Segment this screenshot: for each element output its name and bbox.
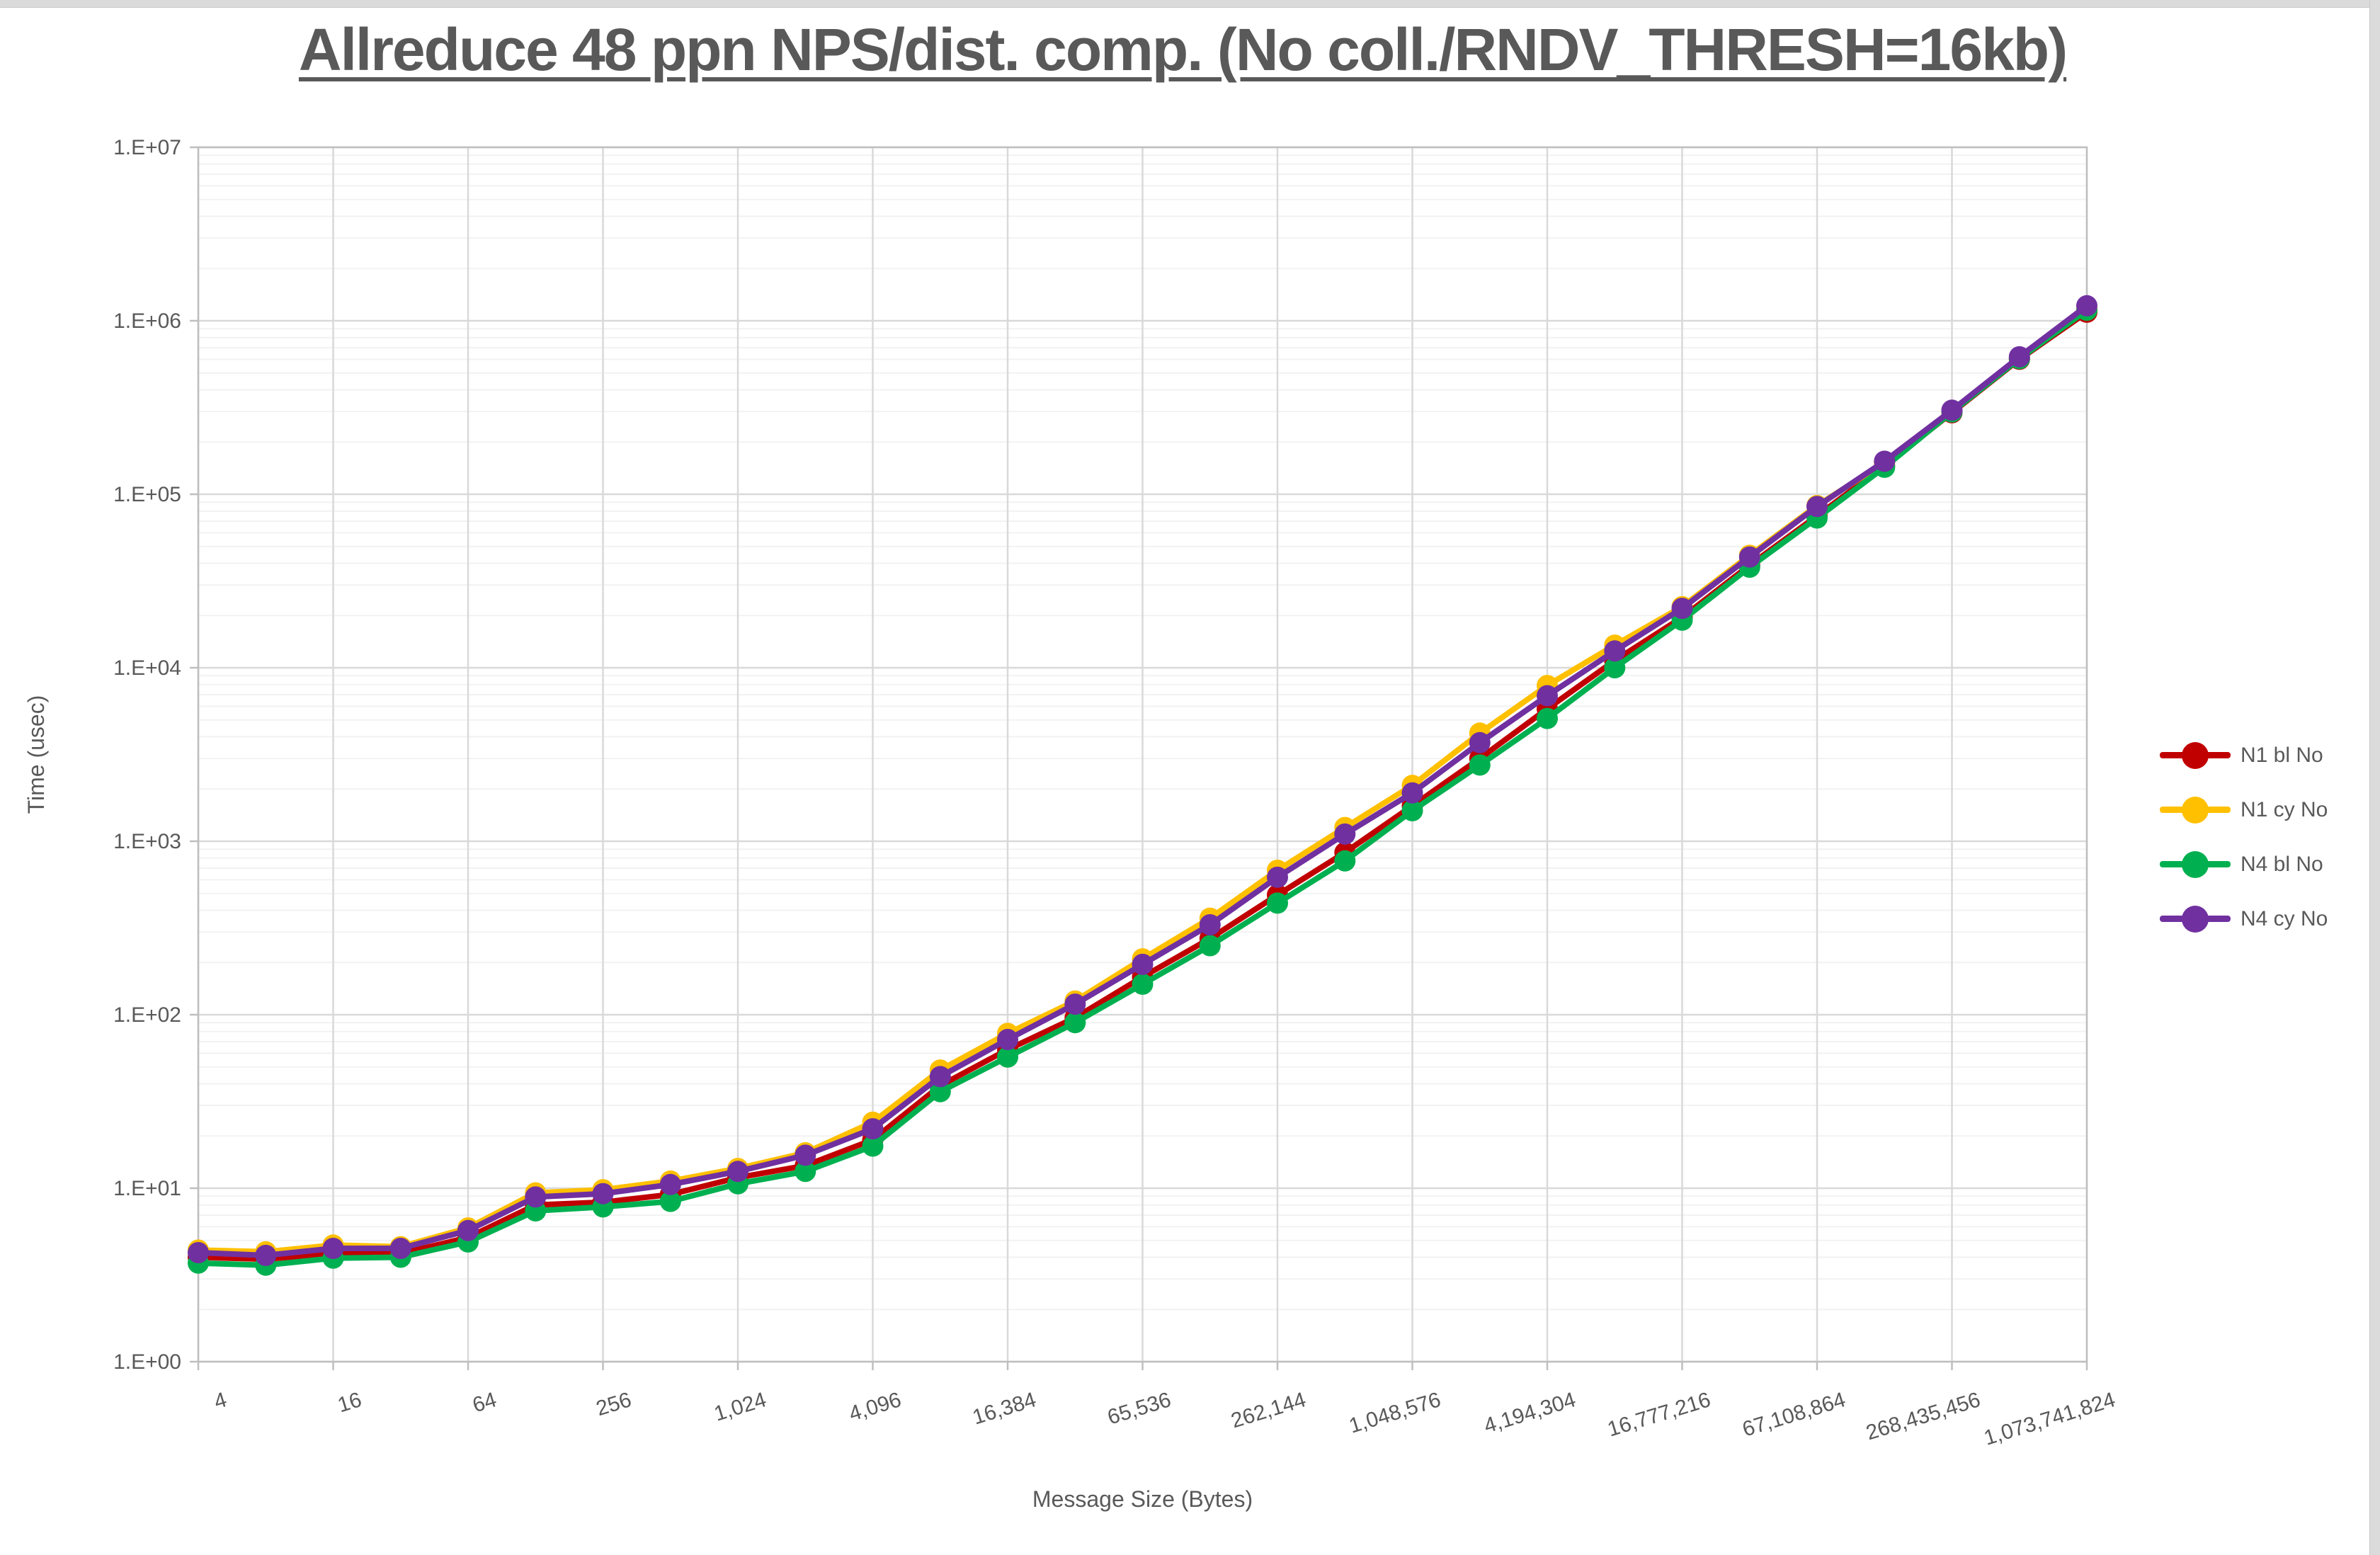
data-point-n4-cy-no xyxy=(1738,546,1760,568)
legend-item-n4-bl: N4 bl No xyxy=(2160,837,2372,892)
data-point-n4-bl-no xyxy=(1064,1012,1086,1034)
data-point-n4-cy-no xyxy=(389,1238,411,1259)
x-tick-label: 65,536 xyxy=(1105,1388,1173,1429)
data-point-n4-cy-no xyxy=(1874,450,1896,472)
data-point-n4-bl-no xyxy=(929,1081,951,1103)
x-tick-label: 67,108,864 xyxy=(1740,1388,1848,1441)
data-point-n4-bl-no xyxy=(1334,850,1356,872)
x-tick-label: 16,777,216 xyxy=(1605,1388,1713,1441)
x-tick-label: 1,048,576 xyxy=(1346,1388,1443,1438)
legend-marker-n4-bl xyxy=(2160,850,2231,878)
legend-item-n1-bl: N1 bl No xyxy=(2160,728,2372,782)
data-point-n4-cy-no xyxy=(929,1066,951,1088)
x-tick-label: 1,024 xyxy=(712,1388,769,1426)
x-tick-label: 16 xyxy=(335,1388,365,1417)
legend-item-n4-cy: N4 cy No xyxy=(2160,892,2372,946)
data-point-n4-cy-no xyxy=(1401,782,1423,804)
y-tick-label: 1.E+03 xyxy=(113,830,181,853)
legend-item-n1-cy: N1 cy No xyxy=(2160,782,2372,837)
y-tick-label: 1.E+06 xyxy=(113,309,181,333)
data-point-n4-cy-no xyxy=(322,1238,344,1259)
chart-title: Allreduce 48 ppn NPS/dist. comp. (No col… xyxy=(298,16,2068,83)
data-point-n4-bl-no xyxy=(1199,935,1221,957)
data-point-n4-cy-no xyxy=(1604,640,1626,662)
axis-ticks xyxy=(190,146,2088,1370)
y-axis-title: Time (usec) xyxy=(23,695,49,814)
data-point-n4-cy-no xyxy=(525,1186,547,1208)
window-right-edge xyxy=(2369,0,2380,1555)
x-tick-label: 4,096 xyxy=(846,1388,904,1426)
legend-label: N1 bl No xyxy=(2240,743,2323,767)
data-point-n4-cy-no xyxy=(255,1244,277,1266)
data-point-n4-cy-no xyxy=(1941,399,1963,421)
y-tick-label: 1.E+01 xyxy=(113,1177,181,1200)
data-point-n4-cy-no xyxy=(188,1242,209,1263)
y-tick-label: 1.E+04 xyxy=(113,656,181,680)
data-point-n4-cy-no xyxy=(1334,823,1356,845)
x-tick-label: 256 xyxy=(593,1388,634,1420)
data-point-n4-cy-no xyxy=(1064,993,1086,1015)
data-point-n4-cy-no xyxy=(1267,866,1288,888)
data-point-n4-bl-no xyxy=(1401,799,1423,821)
data-point-n4-cy-no xyxy=(997,1029,1018,1050)
data-point-n4-cy-no xyxy=(795,1144,816,1166)
x-tick-label: 64 xyxy=(469,1388,499,1417)
x-tick-label: 262,144 xyxy=(1229,1388,1309,1432)
x-axis-tick-labels: 4 16 64 256 1,024 4,096 16,384 65,536 262,144 1,0… xyxy=(211,1388,2118,1450)
data-point-n4-bl-no xyxy=(1537,707,1558,729)
legend-label: N4 bl No xyxy=(2240,852,2323,876)
window-top-edge xyxy=(0,0,2380,8)
y-tick-label: 1.E+00 xyxy=(113,1350,181,1374)
data-point-n4-cy-no xyxy=(1671,598,1693,620)
data-point-n4-cy-no xyxy=(727,1161,748,1183)
legend-label: N4 cy No xyxy=(2240,906,2328,930)
data-point-n4-cy-no xyxy=(2008,346,2030,368)
data-point-n4-bl-no xyxy=(1132,973,1154,995)
legend-marker-n1-bl xyxy=(2160,741,2231,769)
data-point-n4-bl-no xyxy=(997,1046,1018,1068)
series-n4-cy-no xyxy=(188,295,2097,1266)
x-tick-label: 268,435,456 xyxy=(1863,1388,1983,1445)
legend-label: N1 cy No xyxy=(2240,797,2328,821)
vertical-gridlines xyxy=(197,147,2088,1362)
x-tick-label: 16,384 xyxy=(970,1388,1039,1429)
data-point-n4-cy-no xyxy=(862,1118,884,1140)
x-axis-title: Message Size (Bytes) xyxy=(1032,1486,1253,1512)
data-point-n4-bl-no xyxy=(862,1135,884,1157)
data-point-n4-cy-no xyxy=(457,1219,479,1241)
y-tick-label: 1.E+05 xyxy=(113,483,181,506)
data-point-n4-bl-no xyxy=(659,1190,681,1212)
data-point-n4-cy-no xyxy=(659,1173,681,1195)
legend: N1 bl No N1 cy No N4 bl No N4 cy No xyxy=(2160,728,2372,946)
data-point-n4-cy-no xyxy=(1132,953,1154,975)
data-point-n4-bl-no xyxy=(1267,892,1288,914)
data-point-n4-cy-no xyxy=(1806,496,1828,518)
x-tick-label: 4 xyxy=(211,1388,229,1413)
legend-marker-n1-cy xyxy=(2160,796,2231,824)
legend-marker-n4-cy xyxy=(2160,905,2231,933)
x-tick-label: 4,194,304 xyxy=(1481,1388,1578,1438)
data-point-n4-bl-no xyxy=(795,1161,816,1183)
x-tick-label: 1,073,741,824 xyxy=(1981,1388,2118,1450)
y-tick-label: 1.E+02 xyxy=(113,1003,181,1027)
data-point-n4-cy-no xyxy=(1469,731,1491,753)
data-point-n4-bl-no xyxy=(1604,657,1626,678)
data-point-n4-cy-no xyxy=(1199,914,1221,935)
y-tick-label: 1.E+07 xyxy=(113,136,181,159)
data-point-n4-cy-no xyxy=(1537,685,1558,707)
data-point-n4-cy-no xyxy=(592,1183,614,1204)
data-point-n4-bl-no xyxy=(1469,754,1491,776)
data-point-n4-cy-no xyxy=(2076,295,2097,317)
y-axis-tick-labels: 1.E+00 1.E+01 1.E+02 1.E+03 1.E+04 1.E+05 1.E+… xyxy=(113,136,181,1374)
